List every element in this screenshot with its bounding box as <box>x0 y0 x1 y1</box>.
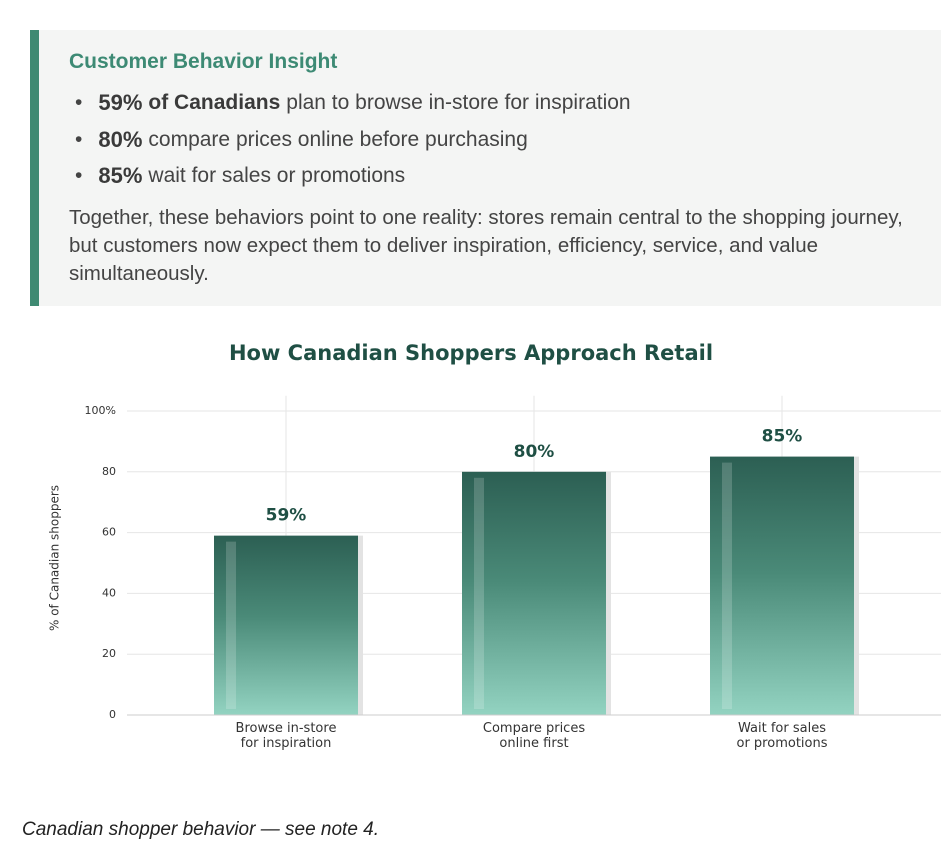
value-label: 85% <box>762 427 803 447</box>
bullet-text: compare prices online before purchasing <box>148 127 528 151</box>
bar <box>462 471 606 715</box>
insight-title: Customer Behavior Insight <box>69 50 338 73</box>
paragraph: Together, these behaviors point to one r… <box>69 206 903 285</box>
chart-title: How Canadian Shoppers Approach Retail <box>229 341 713 365</box>
value-label: 80% <box>514 442 555 462</box>
stat: 59% <box>98 90 143 116</box>
y-tick-label: 40 <box>102 586 116 599</box>
y-tick-label: 60 <box>102 526 116 539</box>
x-tick-label: Wait for sales or promotions <box>736 721 828 751</box>
stat: 80% <box>98 126 143 152</box>
x-tick-label: Browse in-store for inspiration <box>235 721 337 751</box>
bullet: 80%compare prices online before purchasi… <box>69 122 631 159</box>
caption: Canadian shopper behavior — see note 4. <box>22 819 380 840</box>
bar <box>710 456 854 715</box>
y-tick-label: 20 <box>102 647 116 660</box>
bar-highlight <box>474 477 484 709</box>
y-tick-label: 100% <box>85 404 116 417</box>
bar-highlight <box>722 462 732 709</box>
value-label: 59% <box>266 506 307 526</box>
bullet: 85%wait for sales or promotions <box>69 158 631 195</box>
bar-highlight <box>226 541 236 709</box>
stat: 85% <box>98 163 143 189</box>
bullet-text: wait for sales or promotions <box>148 164 406 188</box>
y-axis-label: % of Canadian shoppers <box>48 485 62 631</box>
chart: How Canadian Shoppers Approach Retail % … <box>48 341 941 721</box>
y-tick-label: 80 <box>102 465 116 478</box>
bar <box>214 535 358 715</box>
insight-box: Customer Behavior Insight 59%of Canadian… <box>30 30 941 306</box>
emphasis: of Canadians <box>148 91 281 115</box>
bullet-text: plan to browse in-store for inspiration <box>286 91 631 115</box>
y-tick-label: 0 <box>109 708 116 721</box>
x-tick-label: Compare prices online first <box>482 721 586 751</box>
